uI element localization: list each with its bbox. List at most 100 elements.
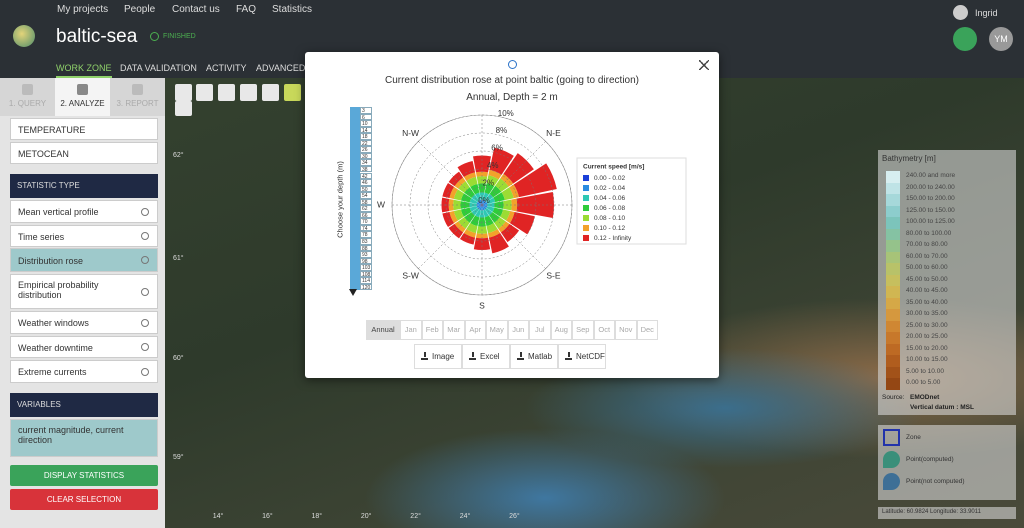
- tab[interactable]: DATA VALIDATION: [120, 63, 197, 73]
- legend-label: 50.00 to 60.00: [906, 264, 948, 271]
- help-icon[interactable]: [141, 343, 149, 351]
- depth-option[interactable]: 30: [360, 152, 372, 160]
- depth-option[interactable]: 62: [360, 205, 372, 212]
- button[interactable]: CLEAR SELECTION: [10, 489, 158, 510]
- download-button[interactable]: NetCDF: [558, 344, 606, 369]
- map-tool[interactable]: [218, 84, 235, 101]
- tab[interactable]: ACTIVITY: [206, 63, 247, 73]
- depth-option[interactable]: 14: [360, 126, 372, 133]
- nav-link[interactable]: FAQ: [236, 4, 257, 15]
- month-tab[interactable]: Mar: [443, 320, 465, 340]
- month-tab[interactable]: Jul: [529, 320, 551, 340]
- month-tab[interactable]: Annual: [366, 320, 400, 340]
- step-icon: [132, 84, 143, 95]
- section-header[interactable]: VARIABLES: [10, 393, 158, 417]
- r-tick-label: 4%: [487, 161, 499, 170]
- section-header[interactable]: STATISTIC TYPE: [10, 174, 158, 198]
- swatch: [886, 332, 900, 344]
- month-tab[interactable]: May: [486, 320, 508, 340]
- close-button[interactable]: [699, 60, 709, 70]
- download-button[interactable]: Matlab: [510, 344, 558, 369]
- month-tab[interactable]: Oct: [593, 320, 615, 340]
- month-tab[interactable]: Apr: [464, 320, 486, 340]
- depth-option[interactable]: 103: [360, 264, 372, 272]
- statistic-option[interactable]: Empirical probability distribution: [10, 274, 158, 309]
- step-tab[interactable]: 2. ANALYZE: [55, 78, 110, 116]
- depth-option[interactable]: 88: [360, 244, 372, 251]
- menu-item[interactable]: METOCEAN: [10, 142, 158, 164]
- depth-option[interactable]: 93: [360, 251, 372, 258]
- tab[interactable]: ADVANCED: [256, 63, 306, 73]
- depth-option[interactable]: 54: [360, 192, 372, 199]
- help-icon[interactable]: [141, 232, 149, 240]
- step-tab[interactable]: 1. QUERY: [0, 78, 55, 116]
- month-tab[interactable]: Feb: [421, 320, 443, 340]
- month-tab[interactable]: Jan: [400, 320, 422, 340]
- month-tab[interactable]: Jun: [507, 320, 529, 340]
- depth-option[interactable]: 108: [360, 270, 372, 278]
- user-name[interactable]: Ingrid: [975, 8, 998, 18]
- step-tab[interactable]: 3. REPORT: [110, 78, 165, 116]
- nav-link[interactable]: Statistics: [272, 4, 313, 15]
- depth-option[interactable]: 6: [360, 113, 372, 120]
- button[interactable]: DISPLAY STATISTICS: [10, 465, 158, 486]
- avatar[interactable]: YM: [989, 27, 1013, 51]
- depth-option[interactable]: 38: [360, 165, 372, 173]
- nav-link[interactable]: My projects: [57, 4, 109, 15]
- close-button[interactable]: [1000, 154, 1010, 164]
- rose-segment: [475, 192, 481, 201]
- depth-option[interactable]: 120: [360, 283, 372, 291]
- user-icon[interactable]: [953, 5, 968, 20]
- download-button[interactable]: Excel: [462, 344, 510, 369]
- nav-link[interactable]: Contact us: [172, 4, 220, 15]
- depth-option[interactable]: 22: [360, 139, 372, 147]
- rose-segment: [486, 197, 496, 204]
- help-icon[interactable]: [141, 207, 149, 216]
- statistic-option[interactable]: Weather windows: [10, 311, 158, 334]
- map-tool[interactable]: [240, 84, 257, 101]
- depth-option[interactable]: 46: [360, 179, 372, 186]
- statistic-option[interactable]: Distribution rose: [10, 248, 158, 272]
- map-tool[interactable]: [284, 84, 301, 101]
- depth-option[interactable]: 34: [360, 159, 372, 166]
- depth-option[interactable]: 98: [360, 257, 372, 264]
- help-icon[interactable]: [141, 318, 149, 327]
- menu-item[interactable]: TEMPERATURE: [10, 118, 158, 140]
- nav-link[interactable]: People: [124, 4, 156, 15]
- help-icon[interactable]: [141, 287, 149, 296]
- statistic-option[interactable]: Weather downtime: [10, 336, 158, 358]
- depth-option[interactable]: 18: [360, 133, 372, 140]
- download-button[interactable]: Image: [414, 344, 462, 369]
- depth-option[interactable]: 42: [360, 172, 372, 179]
- month-tab[interactable]: Dec: [636, 320, 658, 340]
- depth-option[interactable]: 3: [360, 107, 372, 114]
- depth-option[interactable]: 114: [360, 277, 372, 284]
- depth-option[interactable]: 10: [360, 120, 372, 127]
- depth-option[interactable]: 83: [360, 238, 372, 245]
- zoom-out[interactable]: [175, 101, 192, 116]
- depth-option[interactable]: 50: [360, 185, 372, 192]
- month-tab[interactable]: Nov: [615, 320, 637, 340]
- tab[interactable]: WORK ZONE: [56, 63, 112, 78]
- month-tab[interactable]: Sep: [572, 320, 594, 340]
- rose-segment: [483, 205, 488, 208]
- depth-option[interactable]: 66: [360, 211, 372, 219]
- help-icon[interactable]: [141, 367, 149, 376]
- statistic-option[interactable]: Time series: [10, 225, 158, 247]
- rose-segment: [498, 221, 510, 233]
- help-icon[interactable]: [141, 256, 149, 264]
- map-tool[interactable]: [175, 84, 192, 101]
- statistic-option[interactable]: Extreme currents: [10, 360, 158, 383]
- help-icon: [508, 60, 517, 69]
- map-tool[interactable]: [196, 84, 213, 101]
- map-tool[interactable]: [262, 84, 279, 101]
- statistic-option[interactable]: Mean vertical profile: [10, 200, 158, 223]
- depth-option[interactable]: 74: [360, 224, 372, 232]
- depth-option[interactable]: 58: [360, 198, 372, 205]
- depth-option[interactable]: 78: [360, 231, 372, 238]
- add-user[interactable]: [953, 27, 977, 51]
- direction-label: S-E: [546, 271, 561, 281]
- depth-option[interactable]: 70: [360, 218, 372, 225]
- month-tab[interactable]: Aug: [550, 320, 572, 340]
- depth-option[interactable]: 26: [360, 146, 372, 153]
